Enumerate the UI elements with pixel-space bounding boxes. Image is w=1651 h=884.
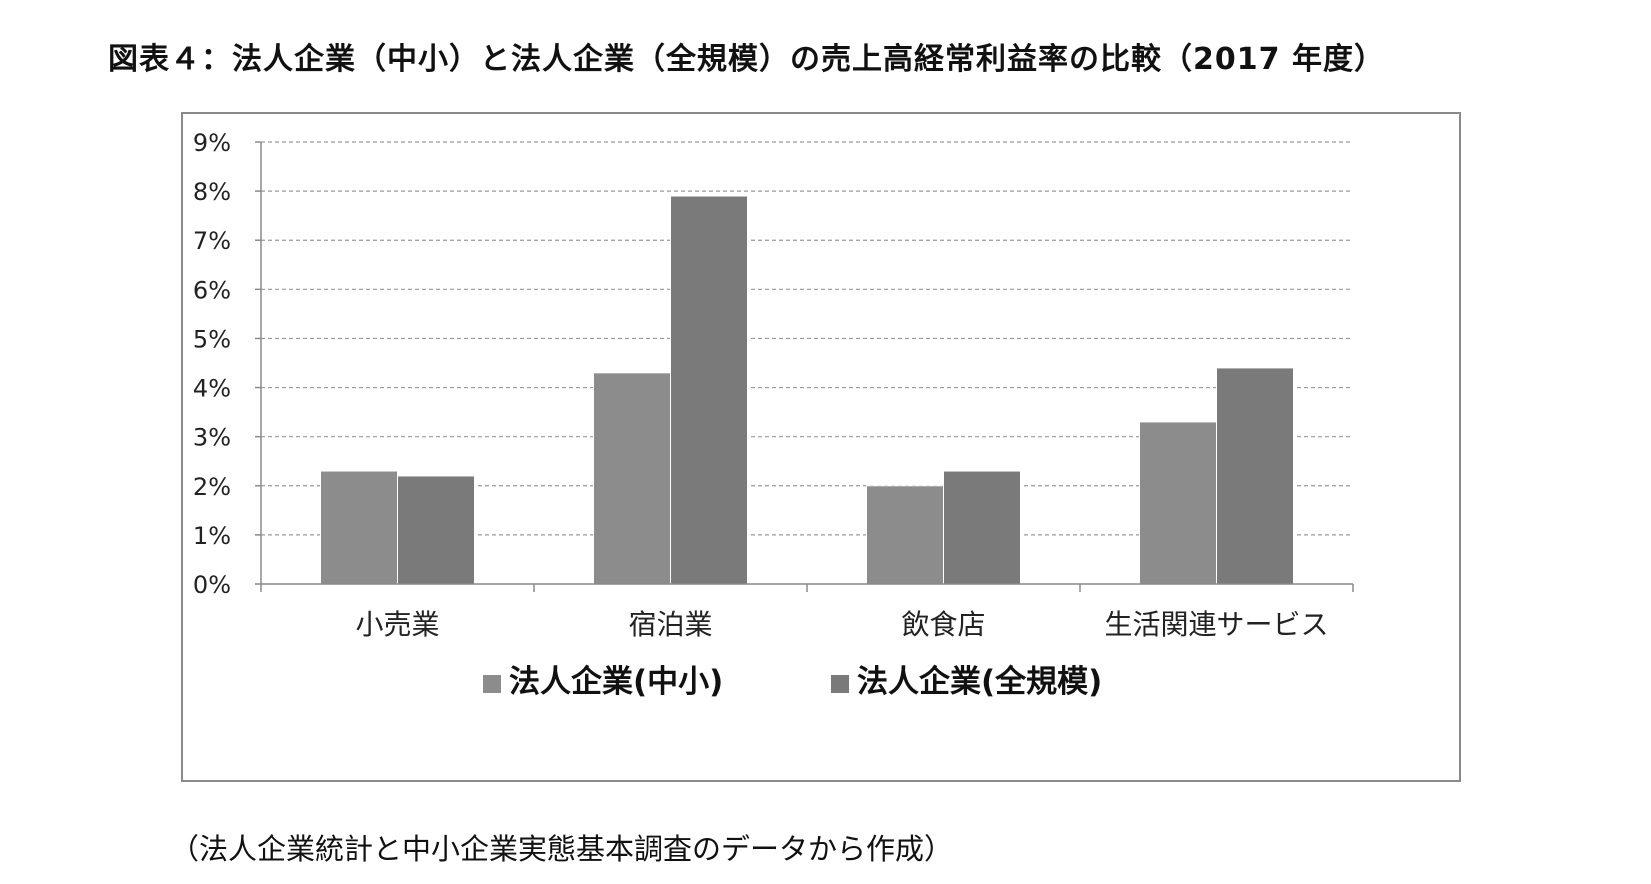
legend-swatch-sme [483,675,501,693]
y-tick-label: 2% [193,473,231,501]
bars [320,195,1294,585]
x-tick-label: 宿泊業 [628,608,712,641]
bar-sme-0 [320,470,398,585]
y-tick-label: 8% [193,178,231,206]
y-tick-label: 9% [193,129,231,157]
x-tick-label: 生活関連サービス [1104,608,1328,641]
bar-chart: 0% 1% 2% 3% 4% 5% 6% 7% 8% 9% 小売業 宿泊業 飲食店 生活関連サービス 法… [193,129,1354,700]
y-axis-ticks: 0% 1% 2% 3% 4% 5% 6% 7% 8% 9% [193,129,231,599]
bar-sme-3 [1139,421,1217,585]
bar-all-1 [670,195,748,585]
y-tick-label: 3% [193,424,231,452]
bar-all-2 [943,470,1021,585]
chart-title: 図表４：法人企業（中小）と法人企業（全規模）の売上高経常利益率の比較（2017 … [108,42,1385,77]
y-tick-label: 0% [193,571,231,599]
bar-sme-2 [866,485,944,585]
y-tick-label: 7% [193,227,231,255]
chart-frame: 0% 1% 2% 3% 4% 5% 6% 7% 8% 9% 小売業 宿泊業 飲食店 生活関連サービス 法… [181,112,1461,782]
x-axis-ticks: 小売業 宿泊業 飲食店 生活関連サービス [355,608,1328,641]
axes [255,141,1354,592]
legend-label-all: 法人企業(全規模) [857,664,1102,700]
source-note: （法人企業統計と中小企業実態基本調査のデータから作成） [170,832,954,866]
legend-label-sme: 法人企業(中小) [509,664,723,700]
x-tick-label: 飲食店 [901,608,985,641]
y-tick-label: 6% [193,276,231,304]
bar-sme-1 [593,372,671,585]
legend-swatch-all [831,675,849,693]
x-tick-label: 小売業 [355,608,439,641]
y-tick-label: 5% [193,325,231,353]
bar-all-0 [397,475,475,585]
bar-all-3 [1216,367,1294,585]
y-tick-label: 4% [193,375,231,403]
legend: 法人企業(中小) 法人企業(全規模) [483,664,1102,700]
y-tick-label: 1% [193,522,231,550]
